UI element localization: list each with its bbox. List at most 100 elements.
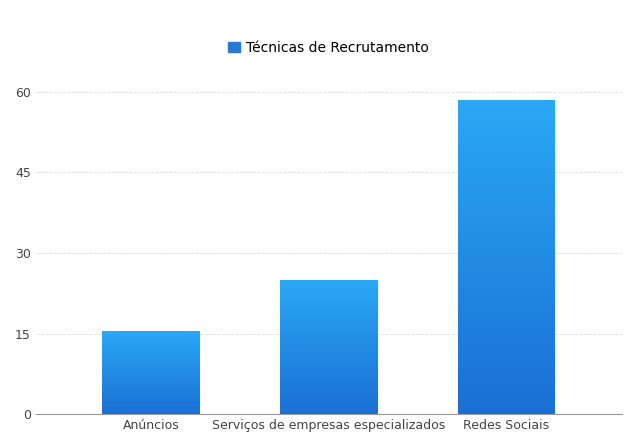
Bar [457, 178, 555, 179]
Bar [457, 221, 555, 222]
Bar [457, 201, 555, 202]
Bar [457, 304, 555, 305]
Bar [280, 397, 378, 398]
Bar [457, 341, 555, 342]
Bar [457, 145, 555, 146]
Bar [280, 398, 378, 399]
Bar [280, 349, 378, 350]
Bar [280, 374, 378, 375]
Bar [457, 144, 555, 145]
Bar [457, 287, 555, 288]
Bar [457, 219, 555, 220]
Bar [280, 336, 378, 337]
Bar [280, 309, 378, 310]
Bar [457, 363, 555, 364]
Bar [457, 370, 555, 371]
Bar [457, 188, 555, 189]
Bar [457, 277, 555, 278]
Bar [457, 398, 555, 400]
Bar [280, 382, 378, 383]
Bar [280, 337, 378, 338]
Bar [280, 372, 378, 373]
Bar [457, 131, 555, 132]
Bar [457, 231, 555, 232]
Bar [280, 360, 378, 361]
Bar [457, 396, 555, 397]
Bar [457, 246, 555, 248]
Bar [280, 342, 378, 343]
Bar [280, 345, 378, 346]
Bar [457, 121, 555, 122]
Bar [280, 366, 378, 367]
Bar [457, 312, 555, 313]
Bar [280, 355, 378, 356]
Bar [457, 249, 555, 251]
Bar [457, 215, 555, 216]
Bar [457, 345, 555, 346]
Bar [457, 291, 555, 293]
Bar [457, 316, 555, 318]
Bar [280, 297, 378, 298]
Bar [457, 103, 555, 104]
Bar [280, 369, 378, 370]
Bar [457, 123, 555, 124]
Bar [457, 146, 555, 147]
Bar [457, 135, 555, 136]
Bar [457, 105, 555, 106]
Bar [457, 196, 555, 197]
Bar [457, 288, 555, 290]
Bar [457, 347, 555, 348]
Bar [457, 261, 555, 262]
Bar [280, 289, 378, 290]
Bar [457, 295, 555, 297]
Bar [457, 255, 555, 256]
Bar [457, 228, 555, 229]
Bar [457, 324, 555, 325]
Bar [280, 356, 378, 357]
Bar [280, 333, 378, 334]
Bar [280, 353, 378, 354]
Bar [280, 299, 378, 300]
Bar [457, 412, 555, 413]
Bar [457, 172, 555, 173]
Bar [280, 300, 378, 301]
Bar [280, 375, 378, 376]
Bar [457, 169, 555, 170]
Bar [457, 382, 555, 383]
Bar [457, 373, 555, 374]
Bar [457, 256, 555, 257]
Bar [457, 161, 555, 163]
Bar [457, 225, 555, 227]
Bar [457, 227, 555, 228]
Bar [457, 187, 555, 188]
Bar [280, 315, 378, 316]
Bar [457, 152, 555, 153]
Bar [280, 409, 378, 410]
Bar [280, 344, 378, 345]
Bar [280, 339, 378, 340]
Bar [457, 406, 555, 407]
Bar [457, 111, 555, 112]
Bar [457, 251, 555, 252]
Bar [457, 190, 555, 191]
Bar [280, 313, 378, 314]
Bar [457, 210, 555, 211]
Bar [280, 323, 378, 324]
Bar [457, 179, 555, 181]
Bar [457, 209, 555, 210]
Bar [457, 240, 555, 241]
Bar [457, 117, 555, 118]
Bar [280, 392, 378, 393]
Bar [280, 340, 378, 341]
Bar [457, 218, 555, 219]
Bar [457, 245, 555, 246]
Bar [280, 322, 378, 323]
Bar [457, 102, 555, 103]
Bar [457, 168, 555, 169]
Bar [457, 411, 555, 412]
Bar [280, 385, 378, 386]
Bar [280, 346, 378, 347]
Bar [457, 176, 555, 177]
Bar [457, 302, 555, 303]
Bar [280, 359, 378, 360]
